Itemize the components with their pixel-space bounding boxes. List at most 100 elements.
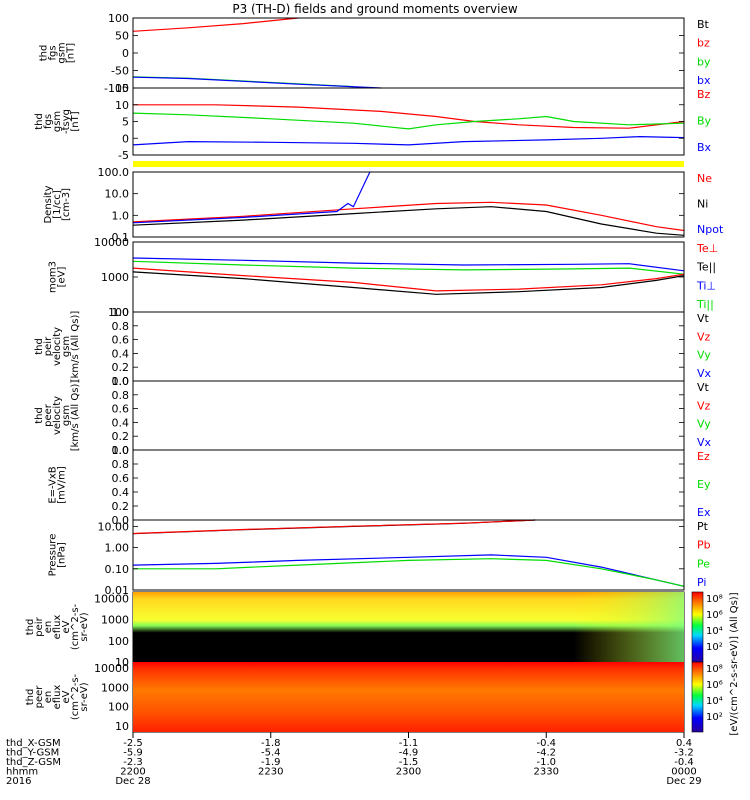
flag-strip bbox=[133, 161, 684, 167]
y-tick-label: 0.1 bbox=[112, 231, 130, 244]
legend-Pb: Pb bbox=[697, 539, 711, 552]
panel-frame bbox=[132, 519, 685, 591]
y-tick-label: 10.00 bbox=[98, 520, 130, 533]
y-tick-label: 0.8 bbox=[112, 458, 130, 471]
y-tick-label: 0.0 bbox=[112, 375, 130, 388]
electron-spectrogram bbox=[133, 662, 684, 732]
colorbar-tick-label: 10⁸ bbox=[706, 664, 723, 675]
y-tick-label: 10 bbox=[115, 656, 129, 669]
legend-bx: bx bbox=[697, 74, 711, 87]
y-tick-label: 0.2 bbox=[112, 500, 130, 513]
y-tick-label: 0.2 bbox=[112, 361, 130, 374]
legend-Bz: Bz bbox=[697, 88, 711, 101]
series-line-Ni bbox=[132, 206, 685, 236]
legend-Vt: Vt bbox=[697, 381, 710, 394]
series-line-Pe bbox=[133, 558, 685, 587]
y-tick-label: 0.2 bbox=[112, 430, 130, 443]
panel-frame bbox=[132, 171, 685, 238]
legend-bz: bz bbox=[697, 37, 710, 50]
y-axis-title: [1/cc] bbox=[52, 190, 63, 219]
y-tick-label: 0.0 bbox=[112, 444, 130, 457]
legend-Te⊥: Te⊥ bbox=[696, 242, 718, 255]
panel-frame bbox=[132, 449, 685, 521]
colorbar-tick-label: 10² bbox=[706, 642, 723, 653]
y-axis-title: eV bbox=[61, 620, 72, 633]
legend-Pi: Pi bbox=[697, 576, 706, 589]
series-line-By bbox=[132, 112, 685, 130]
series-line-bx bbox=[132, 76, 382, 89]
ephemeris-value: -2.5 bbox=[123, 738, 143, 749]
ephemeris-value: 2230 bbox=[258, 767, 283, 778]
ephemeris-row-name: thd_Z-GSM bbox=[6, 757, 61, 768]
series-line-Te⊥ bbox=[132, 267, 685, 292]
y-tick-label: 100.0 bbox=[98, 166, 130, 179]
panel-frame bbox=[132, 17, 685, 89]
legend-Pt: Pt bbox=[697, 520, 709, 533]
legend-Vx: Vx bbox=[697, 367, 712, 380]
y-tick-label: 10000 bbox=[94, 592, 129, 605]
y-axis-title: eflux bbox=[52, 615, 63, 640]
plot-title: P3 (TH-D) fields and ground moments over… bbox=[232, 2, 517, 16]
date-end: Dec 29 bbox=[666, 776, 701, 787]
y-tick-label: 100 bbox=[108, 635, 129, 648]
y-tick-label: 5 bbox=[122, 116, 129, 129]
panel-7: 10.00 1.00 0.10 0.01 Pressure[nPa] Pt Pb Pe Pi bbox=[48, 519, 711, 597]
colorbar-tick-label: 10⁶ bbox=[706, 680, 723, 691]
legend-Ex: Ex bbox=[697, 506, 711, 519]
legend-Vy: Vy bbox=[697, 349, 711, 362]
y-tick-label: 100 bbox=[108, 701, 129, 714]
series-line-Te|| bbox=[132, 271, 685, 295]
y-tick-label: -100 bbox=[104, 82, 129, 95]
year-label: 2016 bbox=[6, 776, 31, 787]
y-axis-title: sr-eV) bbox=[79, 612, 90, 641]
time-axis: thd_X-GSM -2.5 -1.8 -1.1 -0.4 0.4 thd_Y-GSM -5.… bbox=[6, 732, 702, 787]
y-tick-label: 1.00 bbox=[105, 542, 130, 555]
y-axis-title: [mV/m] bbox=[57, 466, 68, 504]
y-axis-title: (cm^2-s- bbox=[70, 603, 81, 650]
legend-Bx: Bx bbox=[697, 141, 712, 154]
y-axis-title: [cm-3] bbox=[61, 188, 72, 221]
ephemeris-value: -1.5 bbox=[399, 757, 419, 768]
y-tick-label: 0.8 bbox=[112, 320, 130, 333]
legend-Npot: Npot bbox=[697, 223, 724, 236]
y-tick-label: 0.8 bbox=[112, 389, 130, 402]
y-tick-label: 15 bbox=[115, 82, 129, 95]
y-tick-label: 10000 bbox=[94, 662, 129, 675]
legend-Bt: Bt bbox=[697, 18, 710, 31]
legend-Vt: Vt bbox=[697, 312, 710, 325]
series-line-Bx bbox=[132, 135, 685, 146]
y-axis-title: [nT] bbox=[70, 111, 81, 131]
y-tick-label: 1.0 bbox=[112, 306, 130, 319]
y-tick-label: 1.0 bbox=[112, 444, 130, 457]
ephemeris-value: -0.4 bbox=[674, 757, 694, 768]
legend-Ez: Ez bbox=[697, 450, 710, 463]
y-tick-label: 10000 bbox=[94, 236, 129, 249]
panel-3: 10000 1000 100 mom3[eV] Te⊥ Te|| Ti⊥ Ti|| bbox=[48, 236, 719, 319]
y-tick-label: -5 bbox=[118, 149, 129, 162]
y-axis-title: peer bbox=[43, 403, 54, 427]
legend-Pe: Pe bbox=[697, 557, 710, 570]
legend-Ne: Ne bbox=[697, 172, 712, 185]
y-axis-title: gsm bbox=[61, 336, 72, 357]
ephemeris-value: -2.3 bbox=[123, 757, 143, 768]
colorbar-label: [eV/(cm^2-s-sr-eV)] (All Qs)] bbox=[729, 592, 740, 735]
colorbar-tick-label: 10⁸ bbox=[706, 594, 723, 605]
ephemeris-value: -1.9 bbox=[261, 757, 281, 768]
panel-2: 100.0 10.0 1.0 0.1 Density[1/cc][cm-3] Ne Ni Np… bbox=[43, 166, 724, 244]
legend-Vx: Vx bbox=[697, 436, 712, 449]
ephemeris-row-name: thd_Y-GSM bbox=[6, 748, 59, 759]
ion-spectrogram-edge bbox=[133, 592, 684, 662]
y-axis-title: [km/s (All Qs)] bbox=[70, 380, 81, 452]
colorbar-ticks: 10⁸ 10⁶ 10⁴ 10² 10⁸ 10⁶ 10⁴ 10² bbox=[706, 594, 723, 723]
colorbar-tick-label: 10⁴ bbox=[706, 696, 723, 707]
y-axis-title: sr-eV) bbox=[79, 682, 90, 711]
ephemeris-value: -5.9 bbox=[123, 748, 143, 759]
y-axis-title: Pressure bbox=[48, 534, 59, 577]
y-axis-title: [nPa] bbox=[57, 542, 68, 568]
legend-Vy: Vy bbox=[697, 418, 711, 431]
series-line-Bz bbox=[133, 104, 685, 129]
y-tick-label: 1.0 bbox=[112, 375, 130, 388]
